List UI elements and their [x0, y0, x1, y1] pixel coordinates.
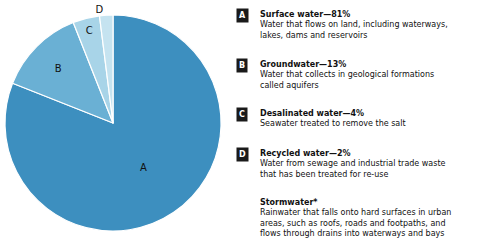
svg-text:Recycled water—2%Water from se: Recycled water—2%Water from sewage and i…: [260, 149, 446, 179]
svg-text:Surface water—81%Water that fl: Surface water—81%Water that flows on lan…: [260, 10, 448, 40]
svg-text:C: C: [86, 25, 93, 36]
svg-text:A: A: [239, 11, 246, 20]
svg-text:D: D: [239, 150, 246, 159]
svg-text:C: C: [239, 110, 245, 119]
svg-text:B: B: [239, 61, 245, 70]
svg-text:Groundwater—13%Water that coll: Groundwater—13%Water that collects in ge…: [260, 60, 434, 90]
svg-text:A: A: [140, 162, 147, 173]
svg-text:D: D: [95, 4, 103, 15]
svg-text:B: B: [55, 63, 62, 74]
svg-text:Stormwater*Rainwater that fall: Stormwater*Rainwater that falls onto har…: [260, 198, 451, 238]
svg-text:Desalinated water—4%Seawater t: Desalinated water—4%Seawater treated to …: [260, 109, 406, 128]
